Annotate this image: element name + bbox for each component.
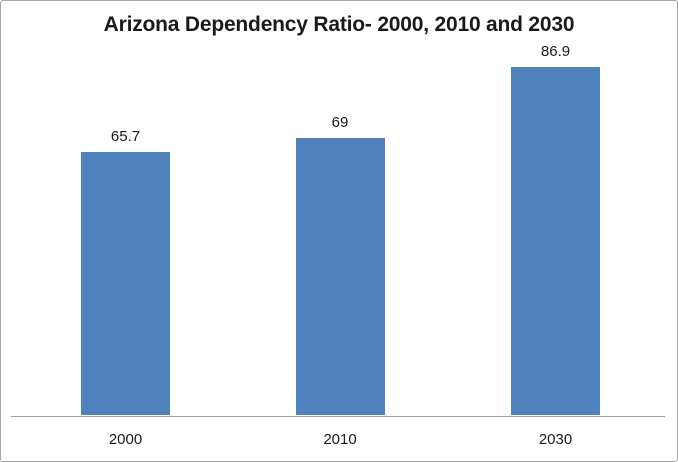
x-tick-label-2030: 2030 [538, 431, 573, 448]
chart-title: Arizona Dependency Ratio- 2000, 2010 and… [103, 13, 575, 36]
x-tick-label-2010: 2010 [323, 431, 357, 448]
bar-2030 [511, 67, 600, 415]
x-axis-line [11, 416, 665, 417]
value-label-2000: 65.7 [110, 128, 141, 145]
x-tick-label-2000: 2000 [108, 431, 143, 448]
bar-2000 [81, 152, 170, 415]
value-label-2030: 86.9 [540, 43, 571, 60]
bar-2010 [295, 138, 385, 415]
value-label-2010: 69 [331, 114, 349, 131]
